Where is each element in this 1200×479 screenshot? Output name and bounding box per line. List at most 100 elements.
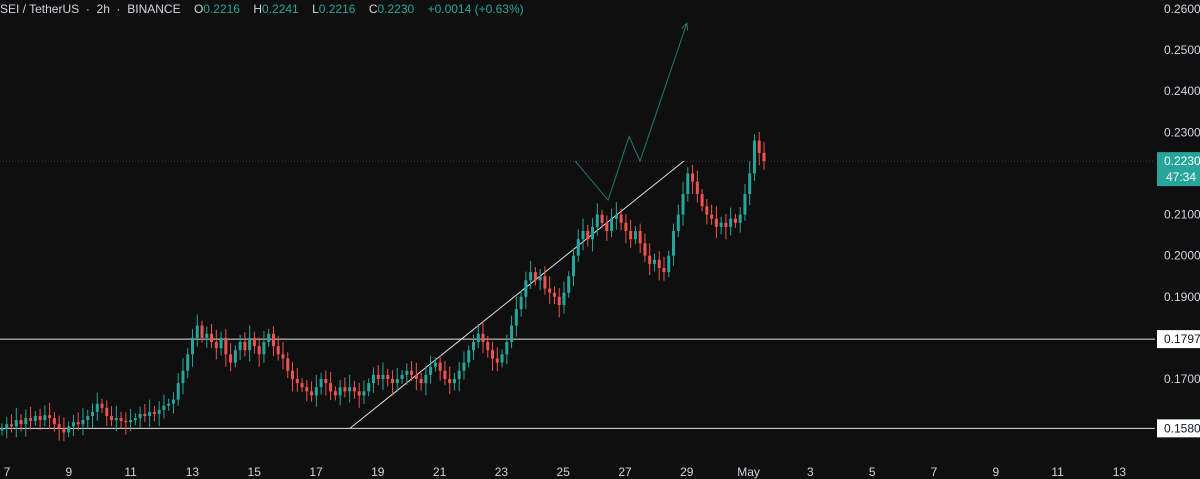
candle-body [605,222,609,231]
candle-body [452,379,456,384]
candle-body [691,173,695,182]
candle-body [133,418,137,421]
candle-body [471,342,475,351]
candle-body [191,337,194,355]
candle-body [0,428,4,431]
candle-body [214,342,218,349]
high-label: H [253,2,263,16]
candle-body [762,152,766,162]
candle-body [710,214,714,219]
candle-body [524,280,528,297]
candle-body [381,374,385,379]
candle-body [110,416,114,421]
date-tick-label: 19 [371,465,385,479]
candle-body [219,337,223,349]
candle-body [333,391,337,396]
candle-body [576,239,580,256]
candle-body [305,387,309,392]
candle-body [29,418,33,421]
candle-body [629,231,633,240]
candle-body [62,428,66,433]
candle-body [329,383,333,392]
candle-body [724,222,728,227]
candle-body [433,362,437,367]
candle-body [700,194,704,207]
candle-body [324,379,328,384]
candle-body [614,214,618,219]
candle-body [167,403,171,406]
candle-body [67,426,71,433]
change-value: +0.0014 (+0.63%) [427,2,524,16]
candle-body [10,424,14,427]
candle-body [752,140,756,174]
trendline-line [349,160,685,429]
price-tick-label: 0.2100 [1164,208,1200,222]
price-tick-label: 0.2500 [1164,43,1200,57]
candle-body [657,259,661,268]
candle-body [38,416,42,421]
candle-body [238,342,242,351]
candle-body [738,214,742,223]
candle-body [586,231,590,240]
date-tick-label: 11 [124,465,137,479]
price-tick-label: 0.2300 [1164,125,1200,139]
date-tick-label: 11 [1051,465,1064,479]
candle-body [695,181,699,194]
trendline [349,160,685,429]
candle-body [681,194,685,215]
price-tags: 0.1797 0.1580 0.2230 47:34 [1157,152,1200,438]
candle-body [562,292,566,305]
candle-body [591,226,595,240]
candle-body [310,391,314,396]
candle-body [100,403,104,408]
candle-body [157,409,161,414]
candle-body [24,418,28,425]
candle-body [648,255,652,264]
candle-body [105,407,109,416]
level-price-tag [1157,330,1200,349]
close-label: C [368,2,378,16]
candle-body [357,391,361,396]
candle-body [210,333,214,342]
candle-body [291,370,295,379]
candle-body [352,387,356,392]
interval-label: 2h [96,2,110,16]
candle-body [438,362,442,371]
price-axis[interactable]: 0.2600 0.2500 0.2400 0.2300 0.2100 0.2000 0.19… [1164,2,1200,386]
current-price-tag-label: 0.2230 [1164,154,1200,168]
candle-body [414,374,418,379]
candle-body [633,231,637,240]
candle-body [300,383,304,388]
candle-body [138,413,142,419]
date-tick-label: 9 [992,465,999,479]
candle-body [476,333,480,342]
candle-body [205,333,209,338]
date-tick-label: 17 [309,465,323,479]
candle-body [181,370,185,384]
candle-body [262,342,266,355]
candle-body [757,140,761,153]
close-value: 0.2230 [377,2,415,16]
candle-body [672,231,676,256]
projection-arrowhead [681,22,689,31]
candle-body [495,358,499,363]
date-tick-label: 7 [931,465,938,479]
date-tick-label: 27 [618,465,632,479]
candle-body [143,413,147,416]
candle-body [348,387,352,392]
candle-body [195,325,199,338]
candle-body [176,383,180,400]
candle-body [367,383,371,392]
date-tick-label: 25 [557,465,571,479]
candle-body [81,420,85,425]
level-price-tag [1157,419,1200,438]
projection-line [574,23,688,202]
candle-body [52,418,56,425]
candle-body [552,292,556,297]
date-tick-label: 29 [680,465,694,479]
candle-body [319,379,323,388]
time-axis[interactable]: 7 9 11 13 15 17 19 21 23 25 27 29 May 3 5 7 9 11 13 [4,465,1127,479]
candle-body [548,288,552,293]
candle-body [76,422,80,425]
